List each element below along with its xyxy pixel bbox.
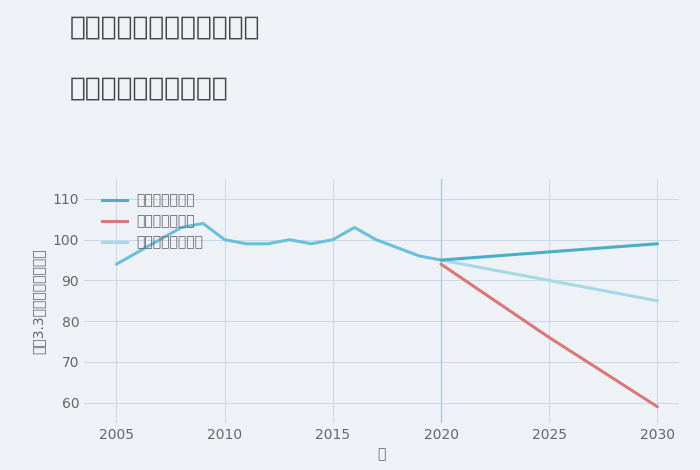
X-axis label: 年: 年 (377, 447, 386, 462)
Text: 中古戸建ての価格推移: 中古戸建ての価格推移 (70, 75, 229, 101)
Text: 兵庫県姫路市八代宮前町の: 兵庫県姫路市八代宮前町の (70, 14, 260, 40)
Y-axis label: 坪（3.3㎡）単価（万円）: 坪（3.3㎡）単価（万円） (32, 248, 46, 353)
Legend: グッドシナリオ, バッドシナリオ, ノーマルシナリオ: グッドシナリオ, バッドシナリオ, ノーマルシナリオ (97, 188, 209, 255)
